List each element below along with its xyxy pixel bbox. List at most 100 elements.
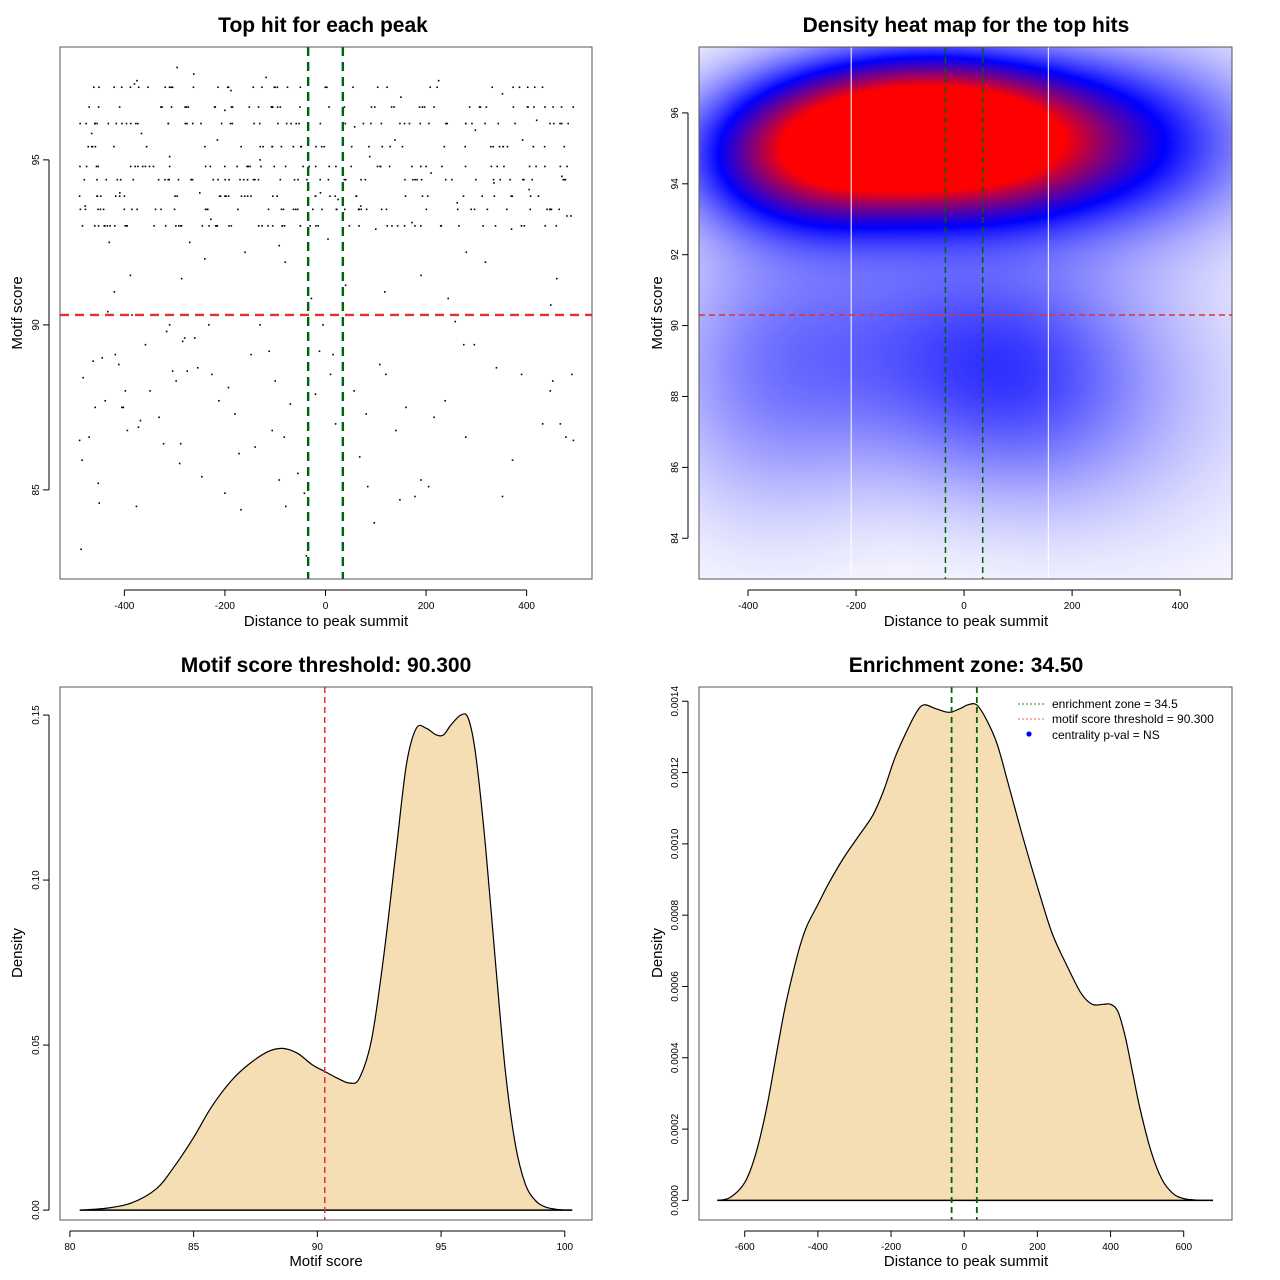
data-point xyxy=(551,380,554,382)
data-point xyxy=(359,205,362,207)
data-point xyxy=(99,195,102,197)
data-point xyxy=(352,86,354,89)
data-point xyxy=(529,195,532,197)
data-point xyxy=(284,165,287,168)
data-point xyxy=(520,225,523,227)
data-point xyxy=(246,195,249,197)
data-point xyxy=(178,462,181,465)
data-point xyxy=(344,178,347,181)
data-point xyxy=(315,145,317,148)
data-point xyxy=(335,208,338,211)
data-point xyxy=(122,406,125,409)
data-point xyxy=(125,122,128,125)
data-point xyxy=(250,195,252,197)
data-point xyxy=(411,165,413,168)
data-point xyxy=(224,492,226,494)
data-point xyxy=(446,122,449,125)
data-point xyxy=(267,208,270,211)
data-point xyxy=(227,386,230,389)
data-point xyxy=(184,122,187,125)
data-point xyxy=(379,165,381,168)
data-point xyxy=(444,399,446,402)
density-area xyxy=(79,713,573,1211)
y-tick-label: 94 xyxy=(670,178,681,190)
panel-distance-density: Enrichment zone: 34.50 -600 -400 -200 0 200 4… xyxy=(649,654,1233,1270)
y-tick-label: 0.0000 xyxy=(670,1185,681,1216)
data-point xyxy=(137,426,140,428)
data-point xyxy=(218,195,221,197)
data-point xyxy=(280,145,283,148)
panel-heatmap: Density heat map for the top hits -400 -2… xyxy=(649,14,1233,630)
data-point xyxy=(329,195,331,197)
data-point xyxy=(563,178,565,181)
data-point xyxy=(147,86,149,89)
data-point xyxy=(572,439,575,442)
data-point xyxy=(188,241,191,244)
data-point xyxy=(423,106,426,108)
data-point xyxy=(390,106,393,108)
data-point xyxy=(92,86,95,89)
data-point xyxy=(96,178,98,181)
x-tick-label: -400 xyxy=(808,1242,828,1253)
data-point xyxy=(332,353,334,356)
data-point xyxy=(129,274,132,277)
data-point xyxy=(389,145,391,148)
data-point xyxy=(132,178,135,181)
data-point xyxy=(265,76,267,79)
data-point xyxy=(102,208,105,211)
data-point xyxy=(105,178,108,181)
data-point xyxy=(556,277,558,280)
data-point xyxy=(186,122,188,125)
data-point xyxy=(167,178,170,181)
data-point xyxy=(196,366,199,369)
x-tick-label: 200 xyxy=(1064,601,1081,612)
data-point xyxy=(99,208,102,211)
data-point xyxy=(124,390,127,392)
data-point xyxy=(252,178,255,181)
data-point xyxy=(486,208,489,211)
data-point xyxy=(148,165,151,168)
data-point xyxy=(399,498,401,501)
data-point xyxy=(344,208,346,211)
data-point xyxy=(298,122,300,125)
x-tick-label: 200 xyxy=(418,601,435,612)
data-point xyxy=(473,208,476,211)
density-curve xyxy=(79,713,573,1211)
data-point xyxy=(319,192,322,194)
y-tick-label: 0.0006 xyxy=(670,971,681,1002)
data-point xyxy=(566,215,568,217)
data-point xyxy=(358,456,361,458)
x-axis-label: Distance to peak summit xyxy=(244,613,409,630)
axes: -400 -200 0 200 400 85 90 95 xyxy=(31,154,535,612)
data-point xyxy=(549,390,552,392)
data-point xyxy=(368,145,370,148)
x-tick-label: -400 xyxy=(738,601,758,612)
data-point xyxy=(229,122,232,125)
data-point xyxy=(418,106,421,108)
data-point xyxy=(314,195,317,197)
x-tick-label: -200 xyxy=(215,601,235,612)
data-point xyxy=(120,86,123,89)
data-point xyxy=(121,122,123,125)
data-point xyxy=(97,106,100,108)
data-point xyxy=(96,122,98,125)
data-point xyxy=(412,178,414,181)
data-point xyxy=(276,86,279,89)
data-point xyxy=(246,178,249,181)
data-point xyxy=(131,208,133,211)
data-point xyxy=(439,225,442,227)
y-tick-label: 0.0010 xyxy=(670,828,681,859)
y-axis-label: Motif score xyxy=(9,276,26,349)
data-point xyxy=(109,225,111,227)
data-point xyxy=(456,208,459,211)
data-point xyxy=(94,406,96,409)
data-point xyxy=(113,145,115,148)
data-point xyxy=(171,86,174,89)
data-point xyxy=(257,106,260,108)
data-point xyxy=(211,373,213,376)
data-point xyxy=(379,363,381,366)
data-point xyxy=(498,145,501,148)
data-point xyxy=(348,225,351,227)
data-point xyxy=(271,429,273,432)
data-point xyxy=(141,165,144,168)
